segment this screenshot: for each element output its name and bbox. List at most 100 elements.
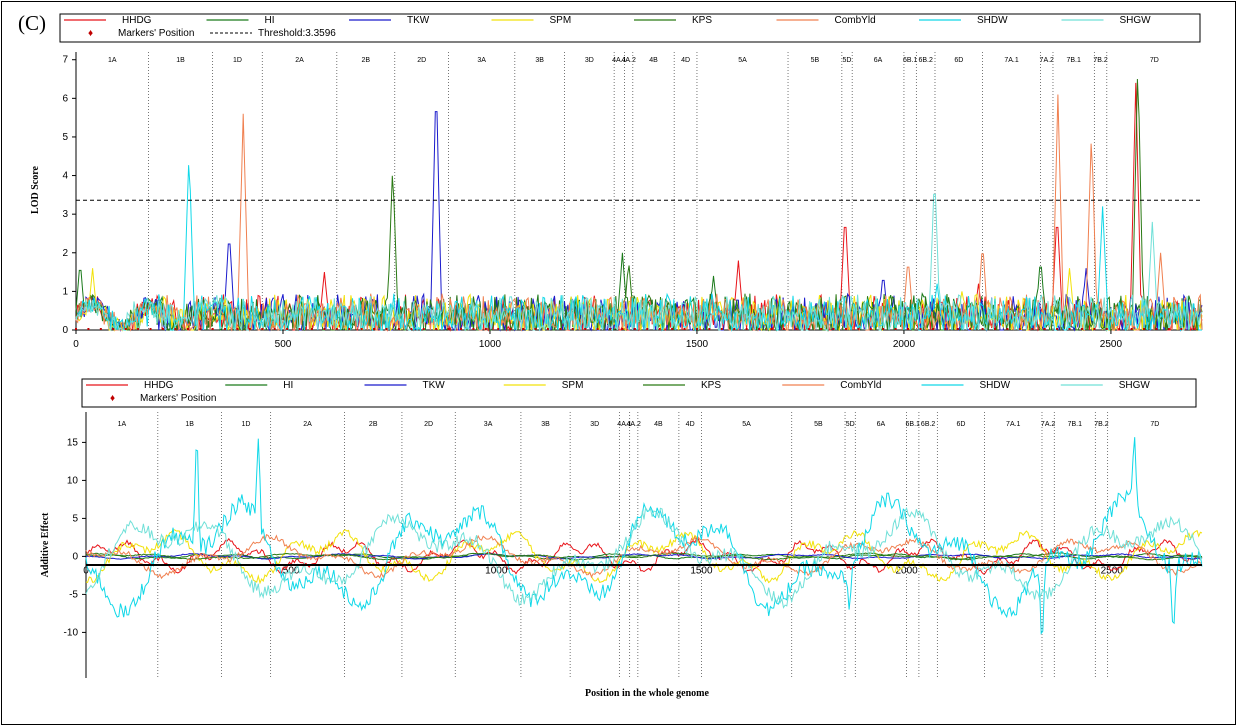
lod-marker [621, 328, 624, 330]
lod-chrom-label-6b-2: 6B.2 [918, 57, 933, 64]
lod-chrom-label-3b: 3B [535, 57, 544, 64]
lod-chrom-label-6a: 6A [874, 57, 883, 64]
legend-label-combyld: CombYld [840, 380, 881, 391]
lod-chrom-label-3d: 3D [585, 57, 594, 64]
lod-marker [87, 328, 90, 330]
lod-marker [584, 328, 587, 330]
lod-marker [286, 328, 289, 330]
lod-chrom-label-7b-1: 7B.1 [1066, 57, 1081, 64]
effect-series-kps [85, 552, 1203, 561]
lod-x-tick-label: 2000 [893, 339, 916, 350]
lod-marker [931, 328, 934, 330]
lod-marker [137, 328, 140, 330]
lod-chrom-label-2b: 2B [361, 57, 370, 64]
lod-marker [944, 328, 947, 330]
lod-x-tick-label: 0 [73, 339, 79, 350]
lod-y-tick-label: 0 [62, 325, 68, 336]
lod-marker [695, 328, 698, 330]
effect-chrom-label-7b-1: 7B.1 [1068, 421, 1083, 428]
lod-marker [199, 328, 202, 330]
lod-x-tick-label: 1500 [686, 339, 709, 350]
lod-x-tick-label: 500 [275, 339, 292, 350]
lod-marker [633, 328, 636, 330]
lod-marker [720, 328, 723, 330]
legend-bottom: HHDG HI TKW SPM KPS CombYld SHDW SHGW ♦ Markers' … [81, 378, 1197, 408]
lod-marker [1056, 328, 1059, 330]
effect-chrom-label-6b-1: 6B.1 [906, 421, 921, 428]
lod-marker [410, 328, 413, 330]
lod-y-ticks: 0 1 2 3 4 5 6 7 [62, 55, 76, 336]
lod-chrom-label-6b-1: 6B.1 [903, 57, 918, 64]
lod-marker [497, 328, 500, 330]
lod-marker [658, 328, 661, 330]
additive-effect-plot: 1A 1B 1D 2A 2B 2D 3A 3B 3D 4A.14A.2 4B 4D 5A 5B 5D 6A 6B… [40, 412, 1203, 699]
lod-marker [956, 328, 959, 330]
lod-marker [807, 328, 810, 330]
legend-markers-label: Markers' Position [118, 28, 194, 39]
lod-chrom-label-4a-1: 4A.1 [612, 57, 627, 64]
lod-marker [435, 328, 438, 330]
lod-marker [472, 328, 475, 330]
lod-marker [1143, 328, 1146, 330]
lod-series-combyld [75, 94, 1203, 332]
lod-chrom-label-1b: 1B [176, 57, 185, 64]
legend-label-hi: HI [283, 380, 293, 391]
lod-marker [832, 328, 835, 330]
legend-label-spm: SPM [550, 15, 572, 26]
effect-chrom-label-6d: 6D [956, 421, 965, 428]
lod-series-hhdg [75, 82, 1203, 332]
legend-markers-label: Markers' Position [140, 393, 216, 404]
lod-chrom-label-3a: 3A [477, 57, 486, 64]
lod-marker [758, 328, 761, 330]
lod-chrom-label-4d: 4D [681, 57, 690, 64]
lod-marker [534, 328, 537, 330]
lod-y-tick-label: 1 [62, 286, 68, 297]
lod-series-lines [75, 78, 1203, 332]
legend-label-tkw: TKW [407, 15, 430, 26]
lod-chrom-label-7d: 7D [1150, 57, 1159, 64]
lod-chrom-label-6d: 6D [954, 57, 963, 64]
lod-chrom-label-7a-1: 7A.1 [1004, 57, 1019, 64]
lod-series-shgw [75, 193, 1203, 332]
lod-marker [310, 328, 313, 330]
lod-marker [1031, 328, 1034, 330]
effect-chrom-label-4a-1: 4A.1 [617, 421, 632, 428]
lod-marker [907, 328, 910, 330]
effect-y-tick-label: 10 [67, 475, 79, 486]
effect-x-tick-label: 0 [83, 565, 89, 576]
lod-marker [298, 328, 301, 330]
panel-label: (C) [18, 11, 46, 35]
effect-chrom-label-3b: 3B [541, 421, 550, 428]
legend-marker-glyph: ♦ [110, 393, 115, 404]
effect-x-ticks: 0 500 1000 1500 2000 2500 [83, 565, 1123, 576]
effect-x-tick-label: 2500 [1101, 565, 1124, 576]
effect-chrom-label-1a: 1A [118, 421, 127, 428]
effect-y-ticks: -10 -5 0 5 10 15 [64, 437, 86, 638]
lod-marker [969, 328, 972, 330]
lod-marker [1118, 328, 1121, 330]
lod-marker [459, 328, 462, 330]
lod-marker [224, 328, 227, 330]
lod-chrom-label-7b-2: 7B.2 [1093, 57, 1108, 64]
effect-chrom-label-4b: 4B [654, 421, 663, 428]
lod-marker [385, 328, 388, 330]
lod-marker [733, 328, 736, 330]
lod-marker [422, 328, 425, 330]
lod-chrom-label-5a: 5A [738, 57, 747, 64]
effect-chromosome-dividers: 1A 1B 1D 2A 2B 2D 3A 3B 3D 4A.14A.2 4B 4D 5A 5B 5D 6A 6B… [118, 412, 1159, 678]
lod-marker [273, 328, 276, 330]
lod-marker [1192, 328, 1195, 330]
lod-marker [1167, 328, 1170, 330]
lod-y-tick-label: 7 [62, 55, 68, 66]
lod-marker [1043, 328, 1046, 330]
legend-label-shdw: SHDW [980, 380, 1011, 391]
effect-chrom-label-5d: 5D [846, 421, 855, 428]
effect-chrom-label-6b-2: 6B.2 [921, 421, 936, 428]
lod-chrom-label-5d: 5D [843, 57, 852, 64]
lod-markers [75, 328, 1195, 330]
lod-series-kps [75, 78, 1203, 332]
lod-marker [844, 328, 847, 330]
lod-marker [795, 328, 798, 330]
lod-chrom-label-2d: 2D [417, 57, 426, 64]
effect-chrom-label-7b-2: 7B.2 [1094, 421, 1109, 428]
